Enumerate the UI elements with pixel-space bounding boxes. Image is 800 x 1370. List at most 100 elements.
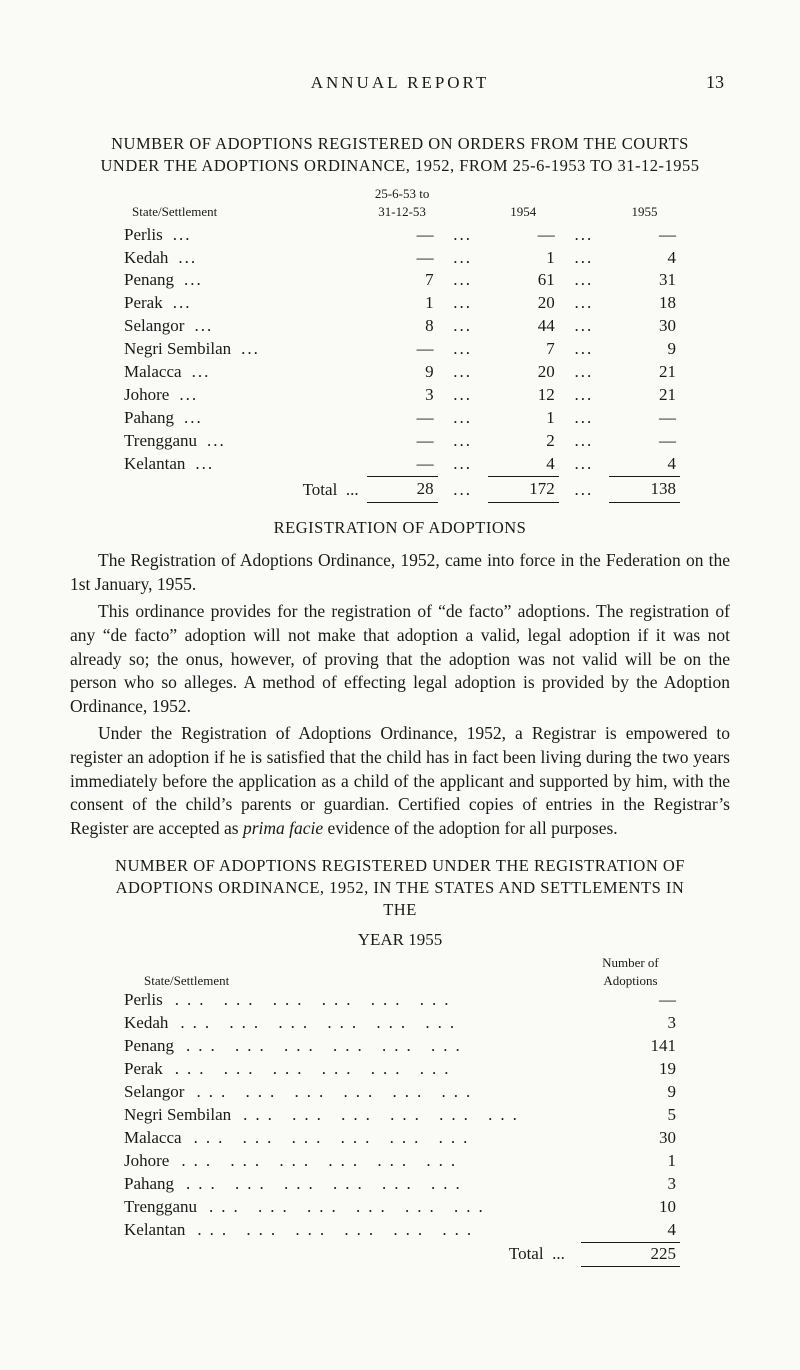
t2-header: State/Settlement Number of Adoptions — [120, 954, 680, 989]
row-c2: 20 — [488, 292, 559, 315]
row-label: Kedah — [124, 1012, 168, 1035]
table-row: Perak...1...20...18 — [120, 292, 680, 315]
row-c1: — — [367, 430, 438, 453]
row-c3: — — [609, 224, 680, 247]
t2-total-label-text: Total — [509, 1244, 544, 1263]
row-label: Perak — [124, 292, 163, 315]
row-c3: 21 — [609, 361, 680, 384]
row-c3: 18 — [609, 292, 680, 315]
t1-head-c1: 25-6-53 to 31-12-53 — [367, 185, 438, 223]
row-c3: 21 — [609, 384, 680, 407]
t1-total-gap2: ... — [559, 476, 609, 502]
row-value: 3 — [581, 1012, 680, 1035]
body-paragraph: Under the Registration of Adoptions Ordi… — [70, 722, 730, 840]
row-value: — — [581, 989, 680, 1012]
row-c1: 9 — [367, 361, 438, 384]
table-row: Trengganu...—...2...— — [120, 430, 680, 453]
t1-total-label-text: Total — [303, 480, 338, 499]
row-gap1: ... — [438, 384, 488, 407]
table-row: Negri Sembilan...—...7...9 — [120, 338, 680, 361]
table-row: Pahang...—...1...— — [120, 407, 680, 430]
row-gap2: ... — [559, 361, 609, 384]
body-paragraph: This ordinance provides for the registra… — [70, 600, 730, 718]
row-c1: — — [367, 224, 438, 247]
section2-title: REGISTRATION OF ADOPTIONS — [70, 517, 730, 539]
row-c3: 4 — [609, 247, 680, 270]
row-c2: 61 — [488, 269, 559, 292]
table-row: Pahang... ... ... ... ... ...3 — [120, 1173, 680, 1196]
table-row: Perlis...—...—...— — [120, 224, 680, 247]
row-c2: 12 — [488, 384, 559, 407]
t1-total-label: Total ... — [120, 476, 367, 502]
row-label: Selangor — [124, 315, 184, 338]
table-row: Malacca...9...20...21 — [120, 361, 680, 384]
row-c3: — — [609, 407, 680, 430]
row-gap2: ... — [559, 453, 609, 476]
row-c2: 20 — [488, 361, 559, 384]
table-row: Selangor...8...44...30 — [120, 315, 680, 338]
row-c3: 9 — [609, 338, 680, 361]
row-gap1: ... — [438, 269, 488, 292]
section3-year: YEAR 1955 — [70, 929, 730, 952]
table-row: Johore... ... ... ... ... ...1 — [120, 1150, 680, 1173]
page-number: 13 — [684, 70, 724, 94]
table-row: Negri Sembilan... ... ... ... ... ...5 — [120, 1104, 680, 1127]
leader-dots: ... — [197, 430, 226, 453]
row-gap1: ... — [438, 315, 488, 338]
leader-dots: ... ... ... ... ... ... — [163, 1058, 577, 1081]
leader-dots: ... — [174, 269, 203, 292]
row-gap1: ... — [438, 338, 488, 361]
row-gap1: ... — [438, 430, 488, 453]
t2-total: 225 — [581, 1242, 680, 1266]
row-value: 141 — [581, 1035, 680, 1058]
row-c3: 4 — [609, 453, 680, 476]
table-row: Malacca... ... ... ... ... ...30 — [120, 1127, 680, 1150]
row-label: Malacca — [124, 361, 182, 384]
t1-total-c1: 28 — [367, 476, 438, 502]
leader-dots: ... ... ... ... ... ... — [168, 1012, 576, 1035]
row-gap2: ... — [559, 430, 609, 453]
row-c1: — — [367, 247, 438, 270]
row-label: Negri Sembilan — [124, 338, 231, 361]
t1-head-gap2 — [559, 185, 609, 223]
table-row: Kelantan...—...4...4 — [120, 453, 680, 476]
leader-dots: ... ... ... ... ... ... — [182, 1127, 577, 1150]
row-c2: 2 — [488, 430, 559, 453]
leader-dots: ... ... ... ... ... ... — [163, 989, 577, 1012]
adoptions-by-year-table: State/Settlement 25-6-53 to 31-12-53 195… — [120, 185, 680, 502]
row-label: Penang — [124, 1035, 174, 1058]
table-row: Penang... ... ... ... ... ...141 — [120, 1035, 680, 1058]
leader-dots: ... ... ... ... ... ... — [197, 1196, 577, 1219]
row-c3: 31 — [609, 269, 680, 292]
row-label: Perlis — [124, 224, 163, 247]
row-gap1: ... — [438, 453, 488, 476]
body-paragraphs: The Registration of Adoptions Ordinance,… — [70, 549, 730, 841]
row-label: Penang — [124, 269, 174, 292]
table-row: Kedah...—...1...4 — [120, 247, 680, 270]
t2-head-num2: Adoptions — [603, 973, 657, 988]
row-gap2: ... — [559, 315, 609, 338]
row-c1: 8 — [367, 315, 438, 338]
row-c1: — — [367, 407, 438, 430]
leader-dots: ... — [163, 224, 192, 247]
leader-dots: ... — [185, 453, 214, 476]
row-gap2: ... — [559, 384, 609, 407]
leader-dots: ... ... ... ... ... ... — [185, 1219, 576, 1242]
leader-dots: ... — [168, 247, 197, 270]
row-c3: — — [609, 430, 680, 453]
t1-head-c2: 1954 — [488, 185, 559, 223]
row-value: 19 — [581, 1058, 680, 1081]
row-c1: 3 — [367, 384, 438, 407]
row-value: 5 — [581, 1104, 680, 1127]
leader-dots: ... — [174, 407, 203, 430]
row-c1: — — [367, 453, 438, 476]
row-c2: 44 — [488, 315, 559, 338]
t1-head-c1b: 31-12-53 — [378, 204, 426, 219]
row-c1: — — [367, 338, 438, 361]
table-row: Selangor... ... ... ... ... ...9 — [120, 1081, 680, 1104]
row-gap2: ... — [559, 338, 609, 361]
row-c2: 7 — [488, 338, 559, 361]
t2-total-label: Total ... — [120, 1242, 581, 1266]
t1-head-gap1 — [438, 185, 488, 223]
row-gap2: ... — [559, 247, 609, 270]
